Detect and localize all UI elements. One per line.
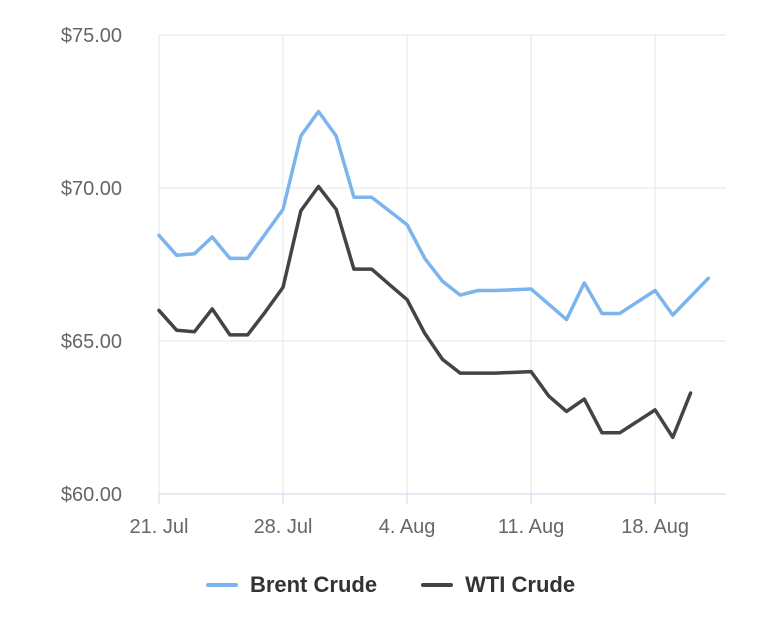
x-tick-label: 21. Jul	[130, 516, 189, 538]
y-tick-label: $60.00	[61, 484, 122, 506]
legend-label-series-0: Brent Crude	[249, 572, 378, 597]
series-lines	[157, 109, 711, 440]
legend-item-series-1[interactable]: WTI Crude	[421, 572, 575, 598]
legend: Brent Crude WTI Crude	[0, 572, 781, 598]
series-line-1	[157, 184, 693, 440]
series-line-0	[157, 109, 711, 322]
x-tick-label: 11. Aug	[498, 516, 564, 538]
y-tick-label: $70.00	[61, 178, 122, 200]
legend-label-series-1: WTI Crude	[465, 572, 576, 597]
grid-lines	[158, 34, 726, 495]
x-tick-label: 18. Aug	[621, 516, 689, 538]
y-tick-label: $75.00	[61, 25, 122, 47]
legend-item-series-0[interactable]: Brent Crude	[205, 572, 378, 598]
legend-swatch-series-1	[421, 583, 454, 587]
axes	[158, 493, 726, 504]
y-tick-label: $65.00	[61, 331, 122, 353]
tick-labels: $60.00 $65.00 $70.00 $75.00 21. Jul 28. Jul 4.…	[61, 25, 689, 538]
x-tick-label: 4. Aug	[379, 516, 436, 538]
x-tick-label: 28. Jul	[254, 516, 313, 538]
legend-swatch-series-0	[205, 583, 238, 587]
